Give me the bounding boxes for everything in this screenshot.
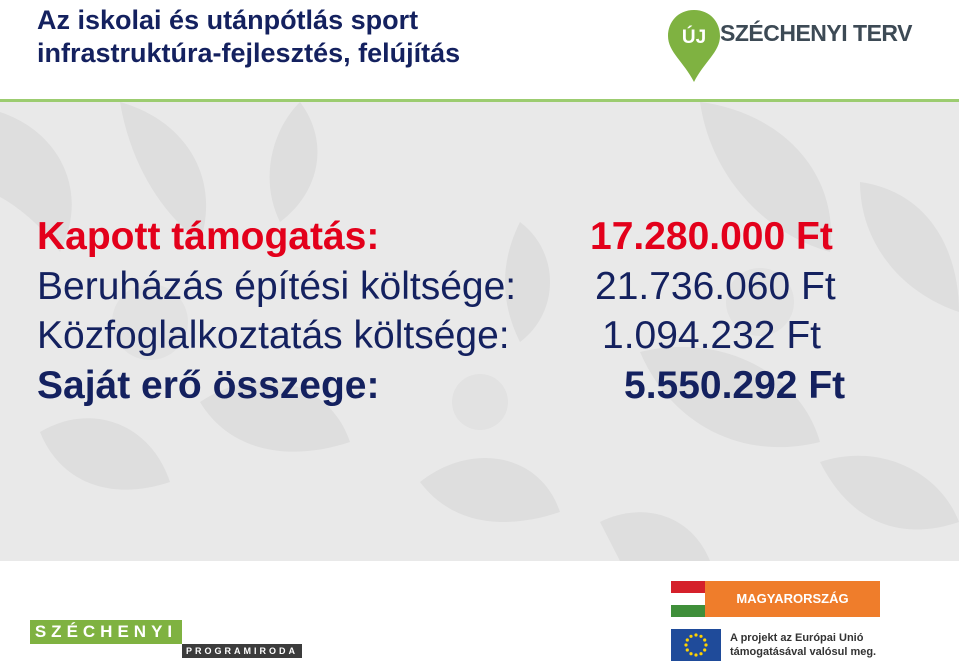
- figure-value: 17.280.000 Ft: [590, 215, 833, 258]
- figure-row-own-contribution: Saját erő összege: 5.550.292 Ft: [37, 361, 937, 411]
- programiroda-logo-box: [182, 644, 302, 658]
- magyarorszag-megujul-text: MAGYARORSZÁG MEGÚJUL: [736, 591, 849, 642]
- figure-label: Saját erő összege:: [37, 364, 380, 407]
- figure-label: Közfoglalkoztatás költsége:: [37, 314, 510, 357]
- figure-label: Kapott támogatás:: [37, 215, 380, 258]
- decorative-leaf-pattern: [0, 102, 959, 561]
- figure-row-public-work-cost: Közfoglalkoztatás költsége: 1.094.232 Ft: [37, 311, 937, 361]
- header-divider: [0, 99, 959, 102]
- figure-value: 5.550.292 Ft: [624, 364, 846, 407]
- header: Az iskolai és utánpótlás sport infrastru…: [0, 0, 959, 102]
- eu-flag-icon: [671, 629, 721, 661]
- eu-support-text: A projekt az Európai Unió támogatásával …: [730, 631, 876, 659]
- figure-label: Beruházás építési költsége:: [37, 265, 517, 308]
- szechenyi-logo-box: [30, 620, 182, 644]
- eu-text-line-1: A projekt az Európai Unió: [730, 632, 864, 644]
- figure-row-construction-cost: Beruházás építési költsége: 21.736.060 F…: [37, 262, 937, 312]
- logo-name: SZÉCHENYI TERV: [720, 20, 912, 46]
- title-line-1: Az iskolai és utánpótlás sport: [37, 5, 419, 35]
- footer: SZÉCHENYI PROGRAMIRODA MAGYARORSZÁG MEGÚ…: [0, 561, 959, 663]
- logo-badge: ÚJ: [682, 26, 706, 48]
- eu-text-line-2: támogatásával valósul meg.: [730, 646, 877, 658]
- title-line-2: infrastruktúra-fejlesztés, felújítás: [37, 38, 461, 68]
- figure-row-support: Kapott támogatás: 17.280.000 Ft: [37, 212, 937, 262]
- content-panel: Kapott támogatás: 17.280.000 Ft Beruházá…: [0, 102, 959, 561]
- hungarian-flag-icon: [671, 581, 705, 617]
- uj-szechenyi-terv-logo: ÚJ: [668, 10, 720, 82]
- figure-value: 21.736.060 Ft: [595, 265, 836, 308]
- figure-value: 1.094.232 Ft: [602, 314, 821, 357]
- programiroda-logo-text: PROGRAMIRODA: [186, 646, 298, 656]
- magyarorszag-megujul-banner: [705, 581, 880, 617]
- page-title: Az iskolai és utánpótlás sport infrastru…: [37, 4, 460, 70]
- szechenyi-logo-text: SZÉCHENYI: [34, 622, 178, 641]
